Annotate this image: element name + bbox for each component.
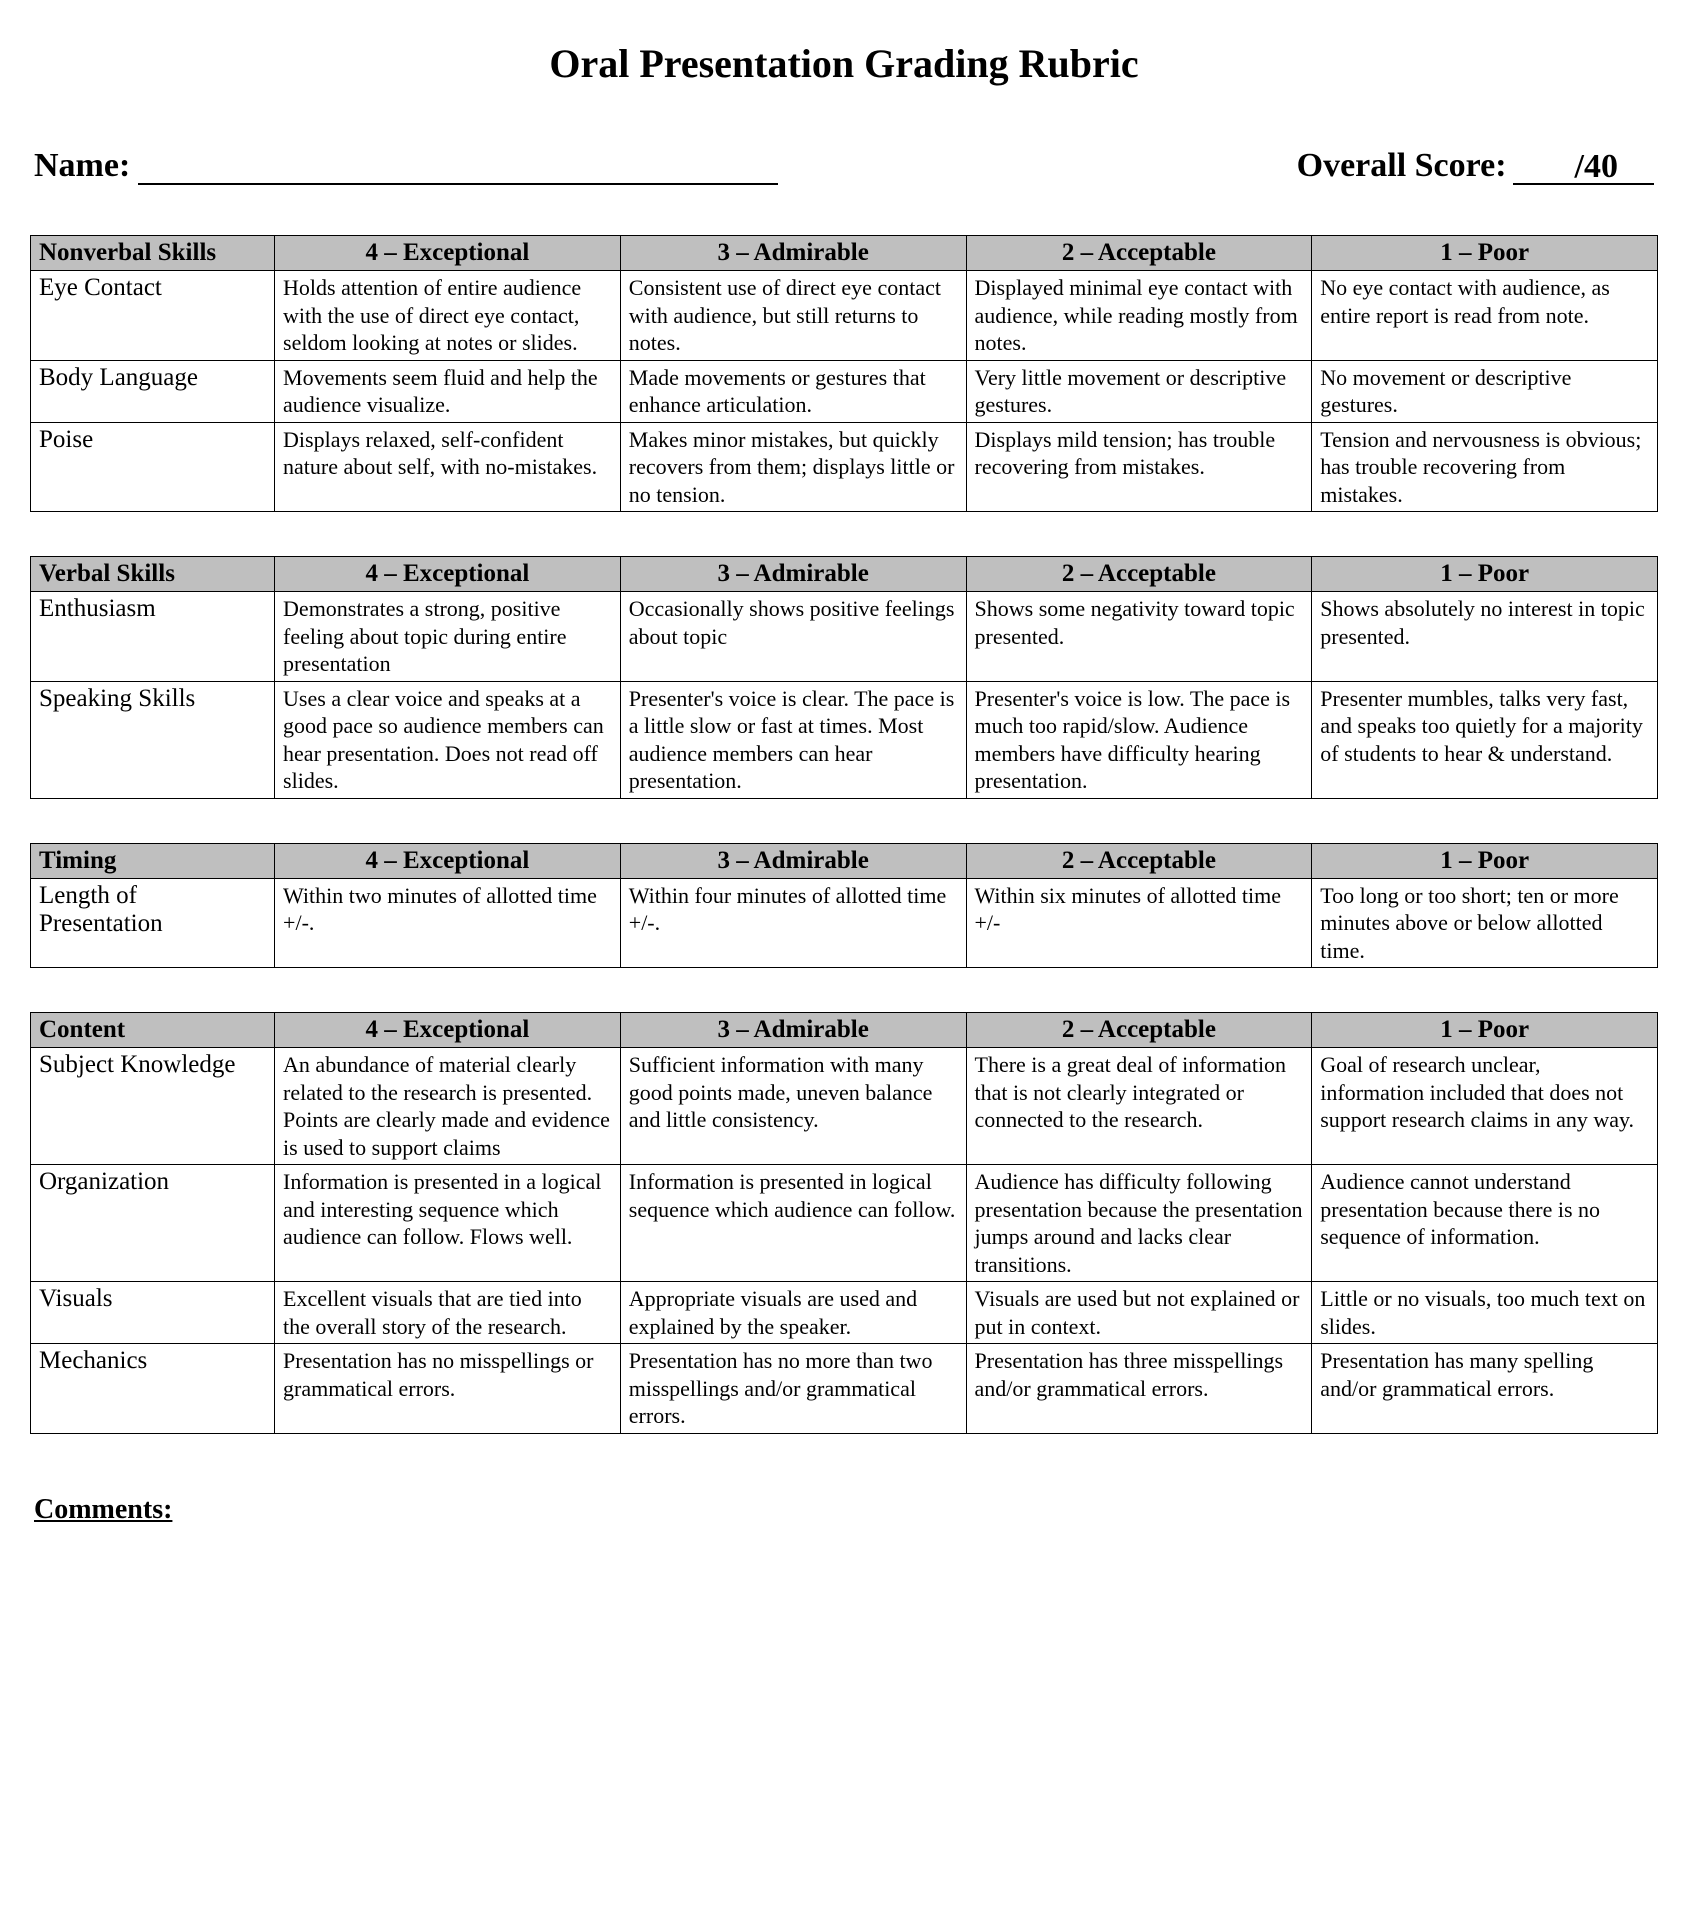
rubric-cell: Movements seem fluid and help the audien… [275, 360, 621, 422]
category-header: Timing [31, 843, 275, 878]
table-row: Length of PresentationWithin two minutes… [31, 878, 1658, 968]
rubric-table: Timing4 – Exceptional3 – Admirable2 – Ac… [30, 843, 1658, 969]
criterion-label: Speaking Skills [31, 681, 275, 798]
level-header: 3 – Admirable [620, 843, 966, 878]
level-header: 1 – Poor [1312, 843, 1658, 878]
score-blank [1513, 148, 1573, 185]
rubric-table: Verbal Skills4 – Exceptional3 – Admirabl… [30, 556, 1658, 799]
rubric-cell: No movement or descriptive gestures. [1312, 360, 1658, 422]
level-header: 1 – Poor [1312, 557, 1658, 592]
level-header: 4 – Exceptional [275, 843, 621, 878]
rubric-cell: Excellent visuals that are tied into the… [275, 1282, 621, 1344]
rubric-cell: No eye contact with audience, as entire … [1312, 271, 1658, 361]
rubric-tables: Nonverbal Skills4 – Exceptional3 – Admir… [30, 235, 1658, 1434]
comments-heading: Comments: [30, 1494, 1658, 1526]
level-header: 3 – Admirable [620, 236, 966, 271]
rubric-cell: Presentation has many spelling and/or gr… [1312, 1344, 1658, 1434]
rubric-cell: There is a great deal of information tha… [966, 1048, 1312, 1165]
rubric-cell: Very little movement or descriptive gest… [966, 360, 1312, 422]
level-header: 2 – Acceptable [966, 843, 1312, 878]
score-field: Overall Score: /40 [1297, 147, 1654, 185]
rubric-cell: Appropriate visuals are used and explain… [620, 1282, 966, 1344]
rubric-cell: Holds attention of entire audience with … [275, 271, 621, 361]
category-header: Nonverbal Skills [31, 236, 275, 271]
criterion-label: Poise [31, 422, 275, 512]
header-row: Name: Overall Score: /40 [30, 147, 1658, 185]
page-title: Oral Presentation Grading Rubric [30, 40, 1658, 87]
level-header: 4 – Exceptional [275, 236, 621, 271]
rubric-cell: Information is presented in a logical an… [275, 1165, 621, 1282]
level-header: 1 – Poor [1312, 236, 1658, 271]
level-header: 4 – Exceptional [275, 1013, 621, 1048]
rubric-cell: Made movements or gestures that enhance … [620, 360, 966, 422]
rubric-cell: Demonstrates a strong, positive feeling … [275, 592, 621, 682]
rubric-cell: Presentation has no more than two misspe… [620, 1344, 966, 1434]
level-header: 1 – Poor [1312, 1013, 1658, 1048]
rubric-cell: Too long or too short; ten or more minut… [1312, 878, 1658, 968]
table-row: Subject KnowledgeAn abundance of materia… [31, 1048, 1658, 1165]
rubric-cell: Uses a clear voice and speaks at a good … [275, 681, 621, 798]
rubric-cell: Presentation has no misspellings or gram… [275, 1344, 621, 1434]
rubric-cell: Shows some negativity toward topic prese… [966, 592, 1312, 682]
rubric-cell: Sufficient information with many good po… [620, 1048, 966, 1165]
level-header: 2 – Acceptable [966, 557, 1312, 592]
table-row: Speaking SkillsUses a clear voice and sp… [31, 681, 1658, 798]
rubric-cell: Goal of research unclear, information in… [1312, 1048, 1658, 1165]
criterion-label: Mechanics [31, 1344, 275, 1434]
rubric-cell: Visuals are used but not explained or pu… [966, 1282, 1312, 1344]
category-header: Verbal Skills [31, 557, 275, 592]
table-row: VisualsExcellent visuals that are tied i… [31, 1282, 1658, 1344]
table-row: MechanicsPresentation has no misspelling… [31, 1344, 1658, 1434]
rubric-cell: Shows absolutely no interest in topic pr… [1312, 592, 1658, 682]
level-header: 3 – Admirable [620, 557, 966, 592]
table-row: Body LanguageMovements seem fluid and he… [31, 360, 1658, 422]
rubric-cell: Presenter mumbles, talks very fast, and … [1312, 681, 1658, 798]
score-trail [1624, 148, 1654, 185]
rubric-cell: Little or no visuals, too much text on s… [1312, 1282, 1658, 1344]
rubric-cell: Makes minor mistakes, but quickly recove… [620, 422, 966, 512]
rubric-cell: Audience cannot understand presentation … [1312, 1165, 1658, 1282]
criterion-label: Visuals [31, 1282, 275, 1344]
table-row: Eye ContactHolds attention of entire aud… [31, 271, 1658, 361]
table-row: PoiseDisplays relaxed, self-confident na… [31, 422, 1658, 512]
rubric-cell: Audience has difficulty following presen… [966, 1165, 1312, 1282]
rubric-cell: An abundance of material clearly related… [275, 1048, 621, 1165]
criterion-label: Length of Presentation [31, 878, 275, 968]
rubric-cell: Presentation has three misspellings and/… [966, 1344, 1312, 1434]
criterion-label: Eye Contact [31, 271, 275, 361]
criterion-label: Organization [31, 1165, 275, 1282]
level-header: 3 – Admirable [620, 1013, 966, 1048]
table-row: OrganizationInformation is presented in … [31, 1165, 1658, 1282]
name-label: Name: [34, 147, 130, 185]
rubric-cell: Displays mild tension; has trouble recov… [966, 422, 1312, 512]
rubric-cell: Tension and nervousness is obvious; has … [1312, 422, 1658, 512]
level-header: 4 – Exceptional [275, 557, 621, 592]
rubric-cell: Displays relaxed, self-confident nature … [275, 422, 621, 512]
rubric-cell: Presenter's voice is clear. The pace is … [620, 681, 966, 798]
table-row: EnthusiasmDemonstrates a strong, positiv… [31, 592, 1658, 682]
rubric-cell: Presenter's voice is low. The pace is mu… [966, 681, 1312, 798]
category-header: Content [31, 1013, 275, 1048]
name-field: Name: [34, 147, 778, 185]
rubric-cell: Consistent use of direct eye contact wit… [620, 271, 966, 361]
name-blank-line [138, 148, 778, 185]
criterion-label: Enthusiasm [31, 592, 275, 682]
rubric-table: Content4 – Exceptional3 – Admirable2 – A… [30, 1012, 1658, 1434]
rubric-cell: Occasionally shows positive feelings abo… [620, 592, 966, 682]
criterion-label: Subject Knowledge [31, 1048, 275, 1165]
rubric-cell: Information is presented in logical sequ… [620, 1165, 966, 1282]
score-label: Overall Score: [1297, 147, 1507, 185]
level-header: 2 – Acceptable [966, 236, 1312, 271]
rubric-cell: Within two minutes of allotted time +/-. [275, 878, 621, 968]
criterion-label: Body Language [31, 360, 275, 422]
score-total: /40 [1573, 148, 1624, 185]
rubric-cell: Within six minutes of allotted time +/- [966, 878, 1312, 968]
rubric-table: Nonverbal Skills4 – Exceptional3 – Admir… [30, 235, 1658, 512]
rubric-cell: Displayed minimal eye contact with audie… [966, 271, 1312, 361]
level-header: 2 – Acceptable [966, 1013, 1312, 1048]
rubric-cell: Within four minutes of allotted time +/-… [620, 878, 966, 968]
